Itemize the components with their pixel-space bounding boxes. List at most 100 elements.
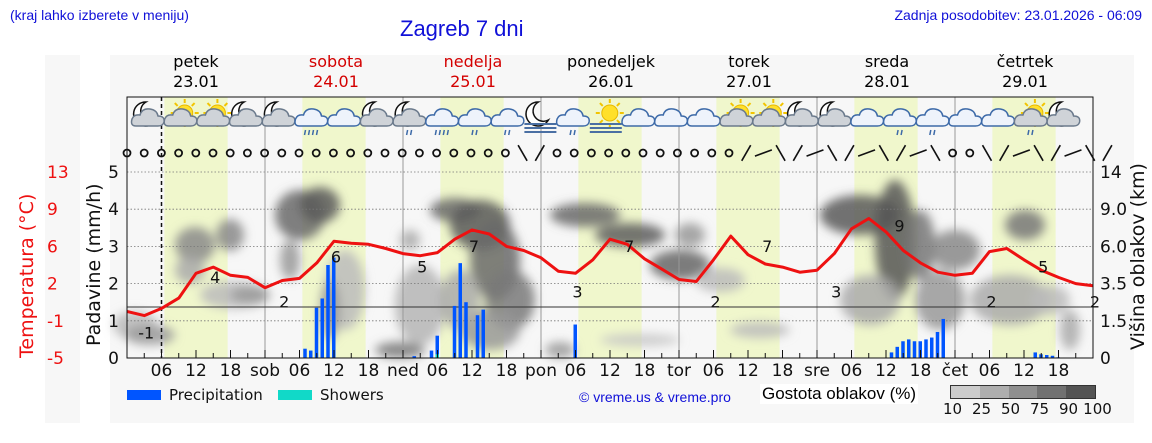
showers-swatch (278, 390, 312, 400)
svg-text:12: 12 (323, 361, 345, 381)
day-name: nedelja (443, 52, 503, 71)
wind-barb-icon (930, 144, 941, 162)
moon-cloud-icon (784, 101, 819, 127)
day-header-2: sobota 24.01 (266, 52, 406, 92)
svg-text:9.0: 9.0 (1100, 200, 1127, 220)
day-date: 29.01 (1002, 72, 1048, 91)
colorbar-segment (1066, 386, 1095, 398)
moon-cloud-icon (1046, 101, 1081, 127)
moon-cloud-icon (817, 101, 852, 127)
temperature-axis-panel (45, 55, 80, 423)
wind-barb-icon (999, 144, 1010, 162)
svg-text:6: 6 (47, 237, 58, 257)
wind-barb-icon (981, 144, 993, 162)
moon-cloud-icon (130, 101, 165, 127)
wind-barb-icon (1064, 149, 1082, 157)
moon-cloud-icon (228, 101, 263, 127)
legend-showers: Showers (278, 386, 384, 404)
cloud-icon (686, 108, 721, 127)
chart-axes: 5 4 3 2 1 0 13 9 6 2 -1 -5 14 9.0 6.0 3.5 1.5 0 06 12 18 sob 0… (47, 96, 1127, 381)
svg-text:7: 7 (469, 237, 479, 256)
svg-text:čet: čet (942, 361, 969, 381)
colorbar-tick: 50 (1000, 400, 1021, 418)
grid-lines (127, 97, 1093, 358)
svg-text:9: 9 (894, 216, 904, 235)
moon-cloud-icon (261, 101, 296, 127)
colorbar-segment (979, 386, 1009, 398)
svg-text:12: 12 (1013, 361, 1035, 381)
day-date: 24.01 (313, 72, 359, 91)
sun-cloud-drizzle-icon (1013, 99, 1049, 136)
svg-text:18: 18 (496, 361, 518, 381)
moon-fog-icon (524, 101, 557, 133)
colorbar-segment (1037, 386, 1067, 398)
svg-text:2: 2 (1090, 293, 1100, 312)
svg-text:2: 2 (710, 293, 720, 312)
cloud-drizzle-icon (555, 108, 590, 136)
wind-barb-icon (517, 144, 528, 162)
day-date: 25.01 (450, 72, 496, 91)
colorbar-tick: 90 (1058, 400, 1079, 418)
colorbar-segment (951, 386, 980, 398)
svg-text:18: 18 (772, 361, 794, 381)
moon-cloud-icon (359, 101, 394, 127)
cloud-drizzle-icon (490, 108, 525, 136)
wind-barb-icon (878, 144, 889, 162)
day-date: 23.01 (173, 72, 219, 91)
day-header-4: ponedeljek 26.01 (541, 52, 681, 92)
day-date: 28.01 (864, 72, 910, 91)
svg-text:4: 4 (108, 200, 119, 220)
svg-text:tor: tor (667, 361, 691, 381)
svg-text:5: 5 (1038, 258, 1048, 277)
svg-text:2: 2 (108, 275, 119, 295)
svg-text:06: 06 (841, 361, 863, 381)
wind-barb-icon (909, 149, 927, 157)
day-name: sobota (308, 52, 364, 71)
wind-barb-icon (775, 144, 786, 162)
cloud-density-label: Gostota oblakov (%) (760, 384, 919, 404)
wind-barb-icon (792, 144, 803, 162)
day-name: četrtek (996, 52, 1054, 71)
day-header-3: nedelja 25.01 (403, 52, 543, 92)
svg-text:06: 06 (565, 361, 587, 381)
colorbar-tick: 100 (1083, 400, 1112, 418)
cloud-density-ticks: 10 25 50 75 90 100 (938, 400, 1112, 418)
copyright-link[interactable]: © vreme.us & vreme.pro (579, 389, 731, 405)
day-name: sreda (864, 52, 910, 71)
svg-text:18: 18 (358, 361, 380, 381)
cloud-icon (948, 108, 983, 127)
svg-text:12: 12 (185, 361, 207, 381)
svg-text:06: 06 (427, 361, 449, 381)
wind-row (122, 144, 1113, 162)
sun-fog-icon (589, 99, 624, 133)
svg-text:2: 2 (279, 293, 289, 312)
svg-text:3: 3 (108, 237, 119, 257)
wind-barb-icon (1085, 144, 1096, 162)
day-date: 27.01 (726, 72, 772, 91)
svg-text:1: 1 (108, 312, 119, 332)
svg-text:ned: ned (387, 361, 419, 381)
svg-text:-1: -1 (138, 324, 154, 343)
showers-legend-label: Showers (320, 386, 384, 404)
svg-text:3: 3 (572, 282, 582, 301)
wind-barb-icon (844, 144, 855, 162)
svg-text:18: 18 (220, 361, 242, 381)
sun-cloud-icon (163, 99, 199, 127)
temperature-line: -1 4 2 6 5 7 3 7 2 7 3 9 2 5 2 (126, 216, 1100, 343)
wind-barb-icon (1050, 144, 1061, 162)
svg-text:18: 18 (910, 361, 932, 381)
svg-text:2: 2 (47, 275, 58, 295)
svg-text:sob: sob (250, 361, 280, 381)
precipitation-bars (303, 257, 1060, 358)
svg-text:12: 12 (875, 361, 897, 381)
colorbar-tick: 75 (1029, 400, 1050, 418)
wind-barb-icon (741, 144, 752, 162)
svg-text:5: 5 (417, 258, 427, 277)
cloud-icon (653, 108, 689, 127)
svg-text:sre: sre (804, 361, 830, 381)
region-hint[interactable]: (kraj lahko izberete v meniju) (10, 7, 189, 23)
wind-barb-icon (895, 144, 907, 162)
precip-legend-label: Precipitation (169, 386, 263, 404)
day-name: torek (728, 52, 770, 71)
svg-text:12: 12 (599, 361, 621, 381)
